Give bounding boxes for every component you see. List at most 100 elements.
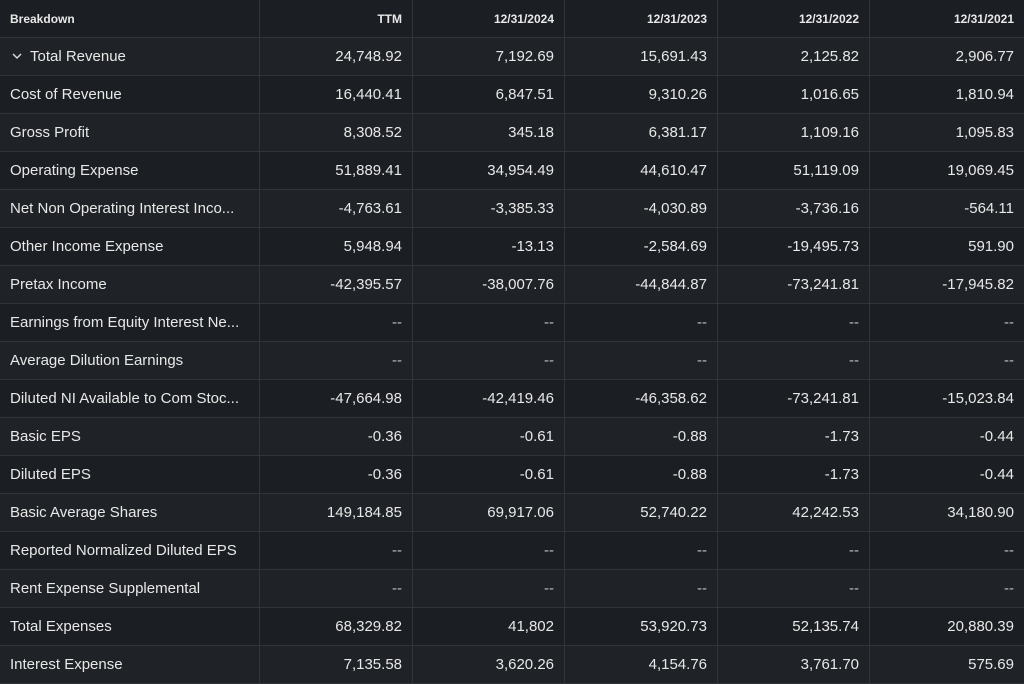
row-label-cell: Interest Expense — [0, 646, 260, 683]
value-cell: -0.88 — [565, 456, 718, 493]
value-cell: 7,192.69 — [413, 38, 565, 75]
breakdown-header[interactable]: Breakdown — [0, 0, 260, 37]
row-label-cell: Basic EPS — [0, 418, 260, 455]
value-cell: -- — [718, 342, 870, 379]
row-label: Operating Expense — [10, 162, 139, 179]
value-cell: -- — [260, 570, 413, 607]
table-row: Basic Average Shares 149,184.85 69,917.06 5… — [0, 494, 1024, 532]
row-label-cell: Diluted EPS — [0, 456, 260, 493]
column-header-2021[interactable]: 12/31/2021 — [953, 11, 1014, 26]
row-label: Cost of Revenue — [10, 86, 122, 103]
table-row: Total Revenue 24,748.92 7,192.69 15,691.43 2… — [0, 38, 1024, 76]
column-header-2024[interactable]: 12/31/2024 — [413, 0, 565, 37]
column-header-2023[interactable]: 12/31/2023 — [565, 0, 718, 37]
value-cell: 44,610.47 — [565, 152, 718, 189]
value-cell: 41,802 — [413, 608, 565, 645]
value-cell: -- — [1004, 314, 1014, 331]
value-cell: -0.88 — [565, 418, 718, 455]
row-label-cell: Total Expenses — [0, 608, 260, 645]
value-cell: 42,242.53 — [718, 494, 870, 531]
value-cell: 1,109.16 — [718, 114, 870, 151]
table-row: Operating Expense 51,889.41 34,954.49 44,61… — [0, 152, 1024, 190]
table-row: Total Expenses 68,329.82 41,802 53,920.73 52… — [0, 608, 1024, 646]
value-cell: -- — [718, 304, 870, 341]
value-cell: 19,069.45 — [947, 162, 1014, 179]
row-label: Diluted NI Available to Com Stoc... — [10, 390, 239, 407]
table-row: Gross Profit 8,308.52 345.18 6,381.17 1,109.… — [0, 114, 1024, 152]
row-label: Pretax Income — [10, 276, 107, 293]
value-cell: 53,920.73 — [565, 608, 718, 645]
table-row: Rent Expense Supplemental -- -- -- -- -- — [0, 570, 1024, 608]
row-label: Total Expenses — [10, 618, 112, 635]
value-cell: -- — [413, 532, 565, 569]
value-cell: 591.90 — [968, 238, 1014, 255]
value-cell: 6,381.17 — [565, 114, 718, 151]
table-row: Interest Expense 7,135.58 3,620.26 4,154.76… — [0, 646, 1024, 684]
value-cell: -3,736.16 — [718, 190, 870, 227]
row-label: Reported Normalized Diluted EPS — [10, 542, 237, 559]
value-cell: 9,310.26 — [565, 76, 718, 113]
value-cell: 24,748.92 — [260, 38, 413, 75]
value-cell: -- — [413, 342, 565, 379]
value-cell: 4,154.76 — [565, 646, 718, 683]
value-cell: -44,844.87 — [565, 266, 718, 303]
table-row: Average Dilution Earnings -- -- -- -- -- — [0, 342, 1024, 380]
row-label-cell: Rent Expense Supplemental — [0, 570, 260, 607]
value-cell: -4,763.61 — [260, 190, 413, 227]
value-cell: -47,664.98 — [260, 380, 413, 417]
row-label: Average Dilution Earnings — [10, 352, 184, 369]
row-label-cell: Diluted NI Available to Com Stoc... — [0, 380, 260, 417]
value-cell: 345.18 — [413, 114, 565, 151]
value-cell: -- — [1004, 542, 1014, 559]
table-row: Earnings from Equity Interest Ne... -- -- -… — [0, 304, 1024, 342]
row-label-cell: Net Non Operating Interest Inco... — [0, 190, 260, 227]
row-label: Rent Expense Supplemental — [10, 580, 201, 597]
value-cell: -- — [718, 570, 870, 607]
value-cell: -- — [413, 304, 565, 341]
value-cell: 16,440.41 — [260, 76, 413, 113]
value-cell: 34,180.90 — [947, 504, 1014, 521]
row-label: Other Income Expense — [10, 238, 164, 255]
row-label: Basic EPS — [10, 428, 81, 445]
value-cell: -- — [260, 532, 413, 569]
row-label: Diluted EPS — [10, 466, 91, 483]
value-cell: 6,847.51 — [413, 76, 565, 113]
chevron-down-icon[interactable] — [12, 49, 24, 63]
column-header-2022[interactable]: 12/31/2022 — [718, 0, 870, 37]
value-cell: -13.13 — [413, 228, 565, 265]
value-cell: -38,007.76 — [413, 266, 565, 303]
row-label-cell: Basic Average Shares — [0, 494, 260, 531]
value-cell: -- — [718, 532, 870, 569]
row-label-cell[interactable]: Total Revenue — [0, 38, 260, 75]
value-cell: -1.73 — [718, 418, 870, 455]
value-cell: 5,948.94 — [260, 228, 413, 265]
table-header-row: Breakdown TTM 12/31/2024 12/31/2023 12/3… — [0, 0, 1024, 38]
value-cell: -- — [260, 304, 413, 341]
table-row: Reported Normalized Diluted EPS -- -- -- -- -… — [0, 532, 1024, 570]
value-cell: -42,395.57 — [260, 266, 413, 303]
value-cell: 51,119.09 — [718, 152, 870, 189]
table-row: Diluted EPS -0.36 -0.61 -0.88 -1.73 -0.44 — [0, 456, 1024, 494]
row-label: Earnings from Equity Interest Ne... — [10, 314, 240, 331]
row-label-cell: Other Income Expense — [0, 228, 260, 265]
value-cell: -- — [565, 304, 718, 341]
table-row: Net Non Operating Interest Inco... -4,763… — [0, 190, 1024, 228]
value-cell: -- — [413, 570, 565, 607]
row-label: Net Non Operating Interest Inco... — [10, 200, 235, 217]
column-header-ttm[interactable]: TTM — [260, 0, 413, 37]
value-cell: 34,954.49 — [413, 152, 565, 189]
row-label: Gross Profit — [10, 124, 90, 141]
row-label-cell: Pretax Income — [0, 266, 260, 303]
value-cell: 52,135.74 — [718, 608, 870, 645]
row-label-cell: Cost of Revenue — [0, 76, 260, 113]
value-cell: -- — [565, 342, 718, 379]
value-cell: 1,810.94 — [955, 86, 1014, 103]
table-row: Pretax Income -42,395.57 -38,007.76 -44,844… — [0, 266, 1024, 304]
value-cell: -2,584.69 — [565, 228, 718, 265]
value-cell: -4,030.89 — [565, 190, 718, 227]
value-cell: 1,095.83 — [955, 124, 1014, 141]
value-cell: -- — [565, 532, 718, 569]
value-cell: -- — [1004, 352, 1014, 369]
value-cell: -1.73 — [718, 456, 870, 493]
